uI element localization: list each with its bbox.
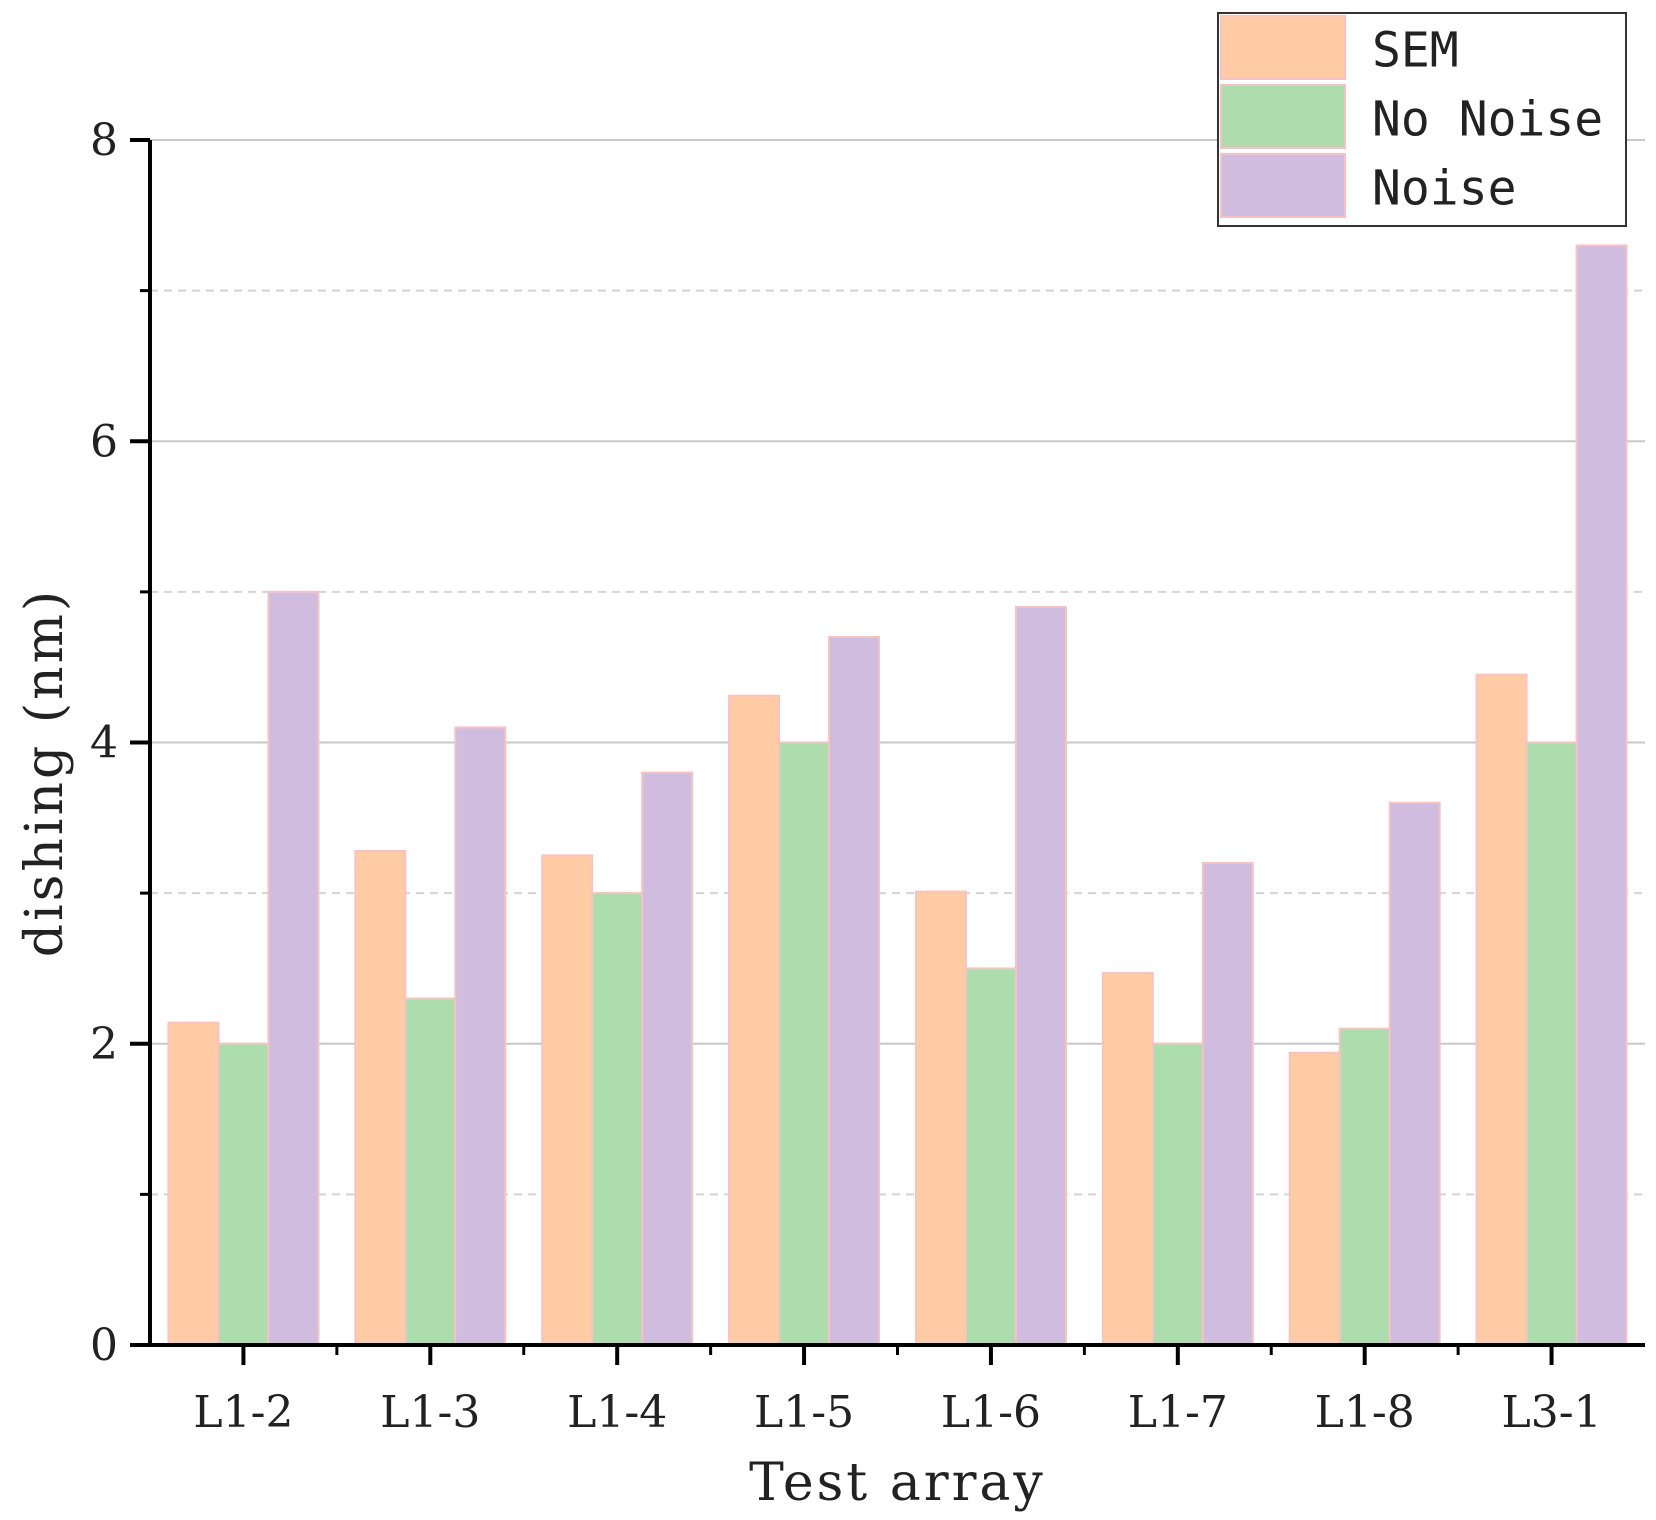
x-tick-label: L1-2 bbox=[193, 1387, 293, 1438]
x-tick-label: L3-1 bbox=[1502, 1387, 1602, 1438]
y-tick-label: 8 bbox=[90, 115, 118, 166]
bar-noise-l1-8 bbox=[1388, 801, 1441, 1346]
bar-sem-l1-4 bbox=[541, 854, 594, 1346]
x-tick-label: L1-7 bbox=[1128, 1387, 1228, 1438]
bar-noise-l1-4 bbox=[641, 771, 694, 1346]
legend-swatch-sem bbox=[1220, 15, 1346, 80]
x-tick-label: L1-4 bbox=[567, 1387, 667, 1438]
bar-no-noise-l1-3 bbox=[404, 997, 457, 1346]
legend-label: SEM bbox=[1372, 23, 1459, 79]
y-tick-label: 2 bbox=[90, 1019, 118, 1070]
legend-label: No Noise bbox=[1372, 92, 1603, 148]
legend-swatch-noise bbox=[1220, 153, 1346, 218]
x-axis-title: Test array bbox=[749, 1453, 1046, 1513]
bar-no-noise-l1-8 bbox=[1338, 1027, 1391, 1346]
bar-no-noise-l1-4 bbox=[591, 892, 644, 1346]
legend-swatch-no-noise bbox=[1220, 84, 1346, 149]
bar-noise-l1-5 bbox=[828, 636, 881, 1346]
bar-noise-l1-2 bbox=[267, 590, 320, 1346]
bars bbox=[167, 244, 1628, 1347]
bar-no-noise-l1-2 bbox=[217, 1042, 270, 1346]
bar-noise-l1-7 bbox=[1201, 862, 1254, 1346]
y-ticks: 0 2 4 6 8 bbox=[90, 115, 150, 1371]
bar-sem-l1-8 bbox=[1288, 1051, 1341, 1346]
bar-sem-l1-3 bbox=[354, 849, 407, 1346]
x-tick-label: L1-5 bbox=[754, 1387, 854, 1438]
bar-no-noise-l1-6 bbox=[964, 967, 1017, 1346]
bar-noise-l1-3 bbox=[454, 726, 507, 1346]
legend-label: Noise bbox=[1372, 161, 1517, 217]
bar-sem-l1-5 bbox=[728, 694, 781, 1346]
x-tick-label: L1-8 bbox=[1315, 1387, 1415, 1438]
x-ticks: L1-2 L1-3 L1-4 L1-5 L1-6 L1-7 L1-8 L3-1 bbox=[193, 1345, 1602, 1438]
bar-noise-l3-1 bbox=[1575, 244, 1628, 1346]
bar-sem-l1-6 bbox=[914, 890, 967, 1347]
bar-sem-l3-1 bbox=[1475, 673, 1528, 1346]
legend: SEM No Noise Noise bbox=[1217, 12, 1627, 227]
y-tick-label: 0 bbox=[90, 1320, 118, 1371]
y-tick-label: 6 bbox=[90, 416, 118, 467]
bar-noise-l1-6 bbox=[1014, 605, 1067, 1346]
x-tick-label: L1-6 bbox=[941, 1387, 1041, 1438]
bar-no-noise-l1-5 bbox=[778, 741, 831, 1346]
bar-no-noise-l3-1 bbox=[1525, 741, 1578, 1346]
bar-sem-l1-2 bbox=[167, 1021, 220, 1346]
y-axis-title: dishing (nm) bbox=[15, 588, 75, 957]
x-tick-label: L1-3 bbox=[380, 1387, 480, 1438]
bar-no-noise-l1-7 bbox=[1151, 1042, 1204, 1346]
bar-sem-l1-7 bbox=[1101, 971, 1154, 1346]
y-tick-label: 4 bbox=[90, 718, 118, 769]
